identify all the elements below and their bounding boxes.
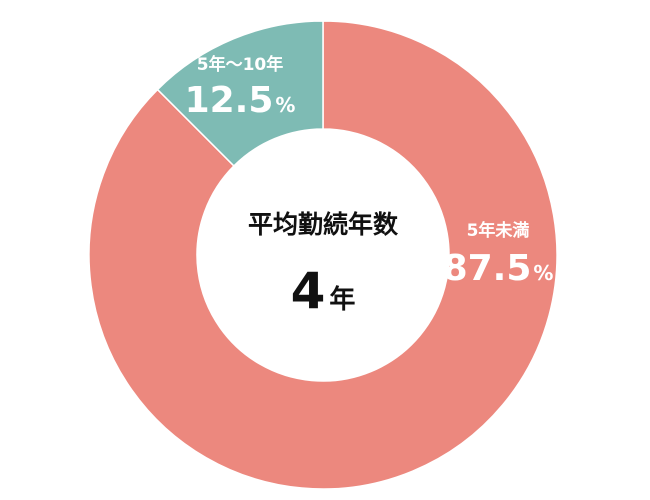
center-value: 4 <box>291 262 326 320</box>
donut-hole <box>197 129 449 381</box>
slice-value-number: 87.5 <box>443 248 532 289</box>
center-label: 平均勤続年数 <box>248 210 399 239</box>
slice-value-unit: % <box>275 93 295 117</box>
slice-labels: 5年未満 87.5 % 5年～10年 12.5% <box>185 54 554 289</box>
slice-value-number: 12.5 <box>185 80 274 121</box>
slice-value-label: 87.5% <box>443 248 554 289</box>
slice-value-unit: % <box>533 261 553 285</box>
center-unit: 年 <box>329 284 355 315</box>
slice-category-label: 5年～10年 <box>197 54 284 75</box>
slice-value-label: 12.5% <box>185 80 296 121</box>
slice-category-label: 5年未満 <box>467 220 530 241</box>
donut-slices <box>88 20 558 490</box>
